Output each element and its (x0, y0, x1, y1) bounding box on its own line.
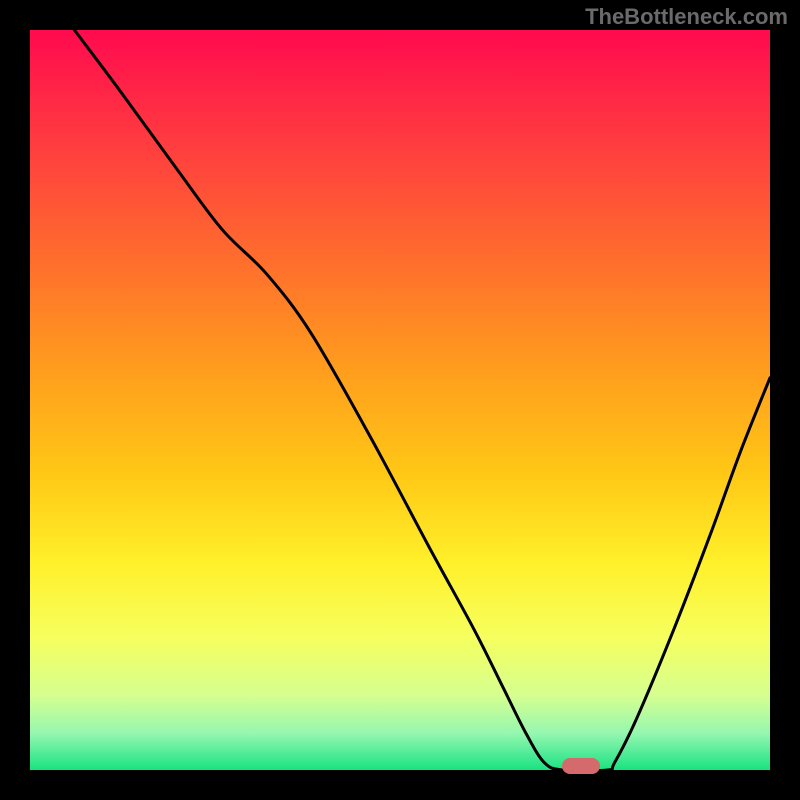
bottleneck-curve (30, 30, 770, 770)
optimal-marker (562, 758, 600, 774)
curve-path (74, 30, 770, 770)
watermark-text: TheBottleneck.com (585, 4, 788, 30)
plot-area (30, 30, 770, 770)
